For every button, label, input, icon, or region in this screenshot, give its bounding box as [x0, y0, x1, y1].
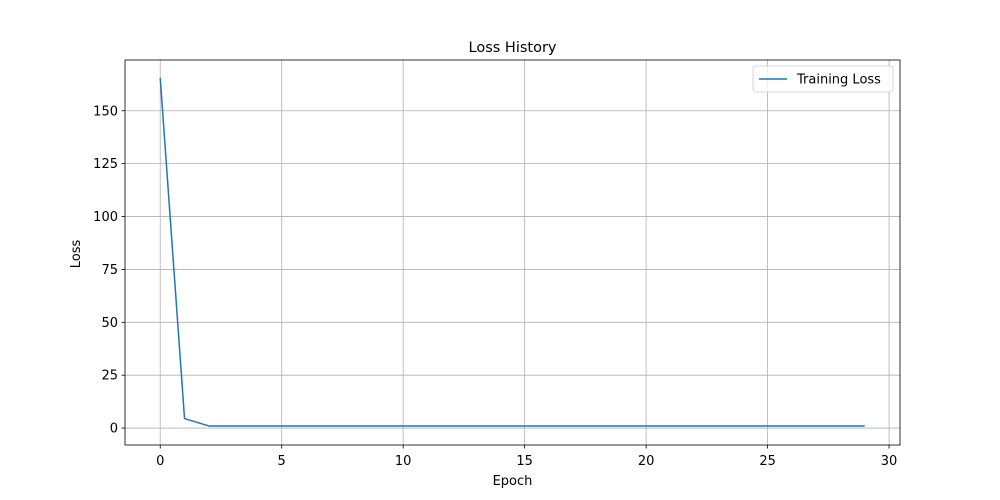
x-tick-label: 0 — [156, 454, 164, 469]
y-tick-label: 150 — [93, 104, 118, 119]
y-tick-label: 75 — [101, 263, 118, 278]
series-line-training-loss — [159, 77, 865, 427]
x-tick-label: 30 — [881, 454, 898, 469]
x-tick-label: 10 — [395, 454, 412, 469]
axes: 0 5 10 15 20 25 30 0 25 50 75 100 125 150 — [93, 59, 901, 469]
y-tick-label: 125 — [93, 157, 118, 172]
axes-frame — [124, 59, 901, 446]
x-tick-label: 15 — [516, 454, 533, 469]
x-tick-label: 25 — [759, 454, 776, 469]
legend-label: Training Loss — [796, 73, 881, 88]
y-tick-label: 25 — [101, 369, 118, 384]
y-tick-label: 0 — [110, 422, 118, 437]
legend: Training Loss — [752, 65, 894, 93]
chart-title: Loss History — [469, 40, 557, 56]
series-lines — [159, 77, 865, 427]
y-tick-label: 100 — [93, 210, 118, 225]
x-tick-label: 20 — [638, 454, 655, 469]
x-tick-label: 5 — [278, 454, 286, 469]
x-axis-label: Epoch — [493, 474, 533, 489]
y-axis-label: Loss — [69, 240, 84, 269]
grid-lines — [125, 60, 900, 445]
legend-box — [752, 65, 894, 93]
y-tick-label: 50 — [101, 316, 118, 331]
